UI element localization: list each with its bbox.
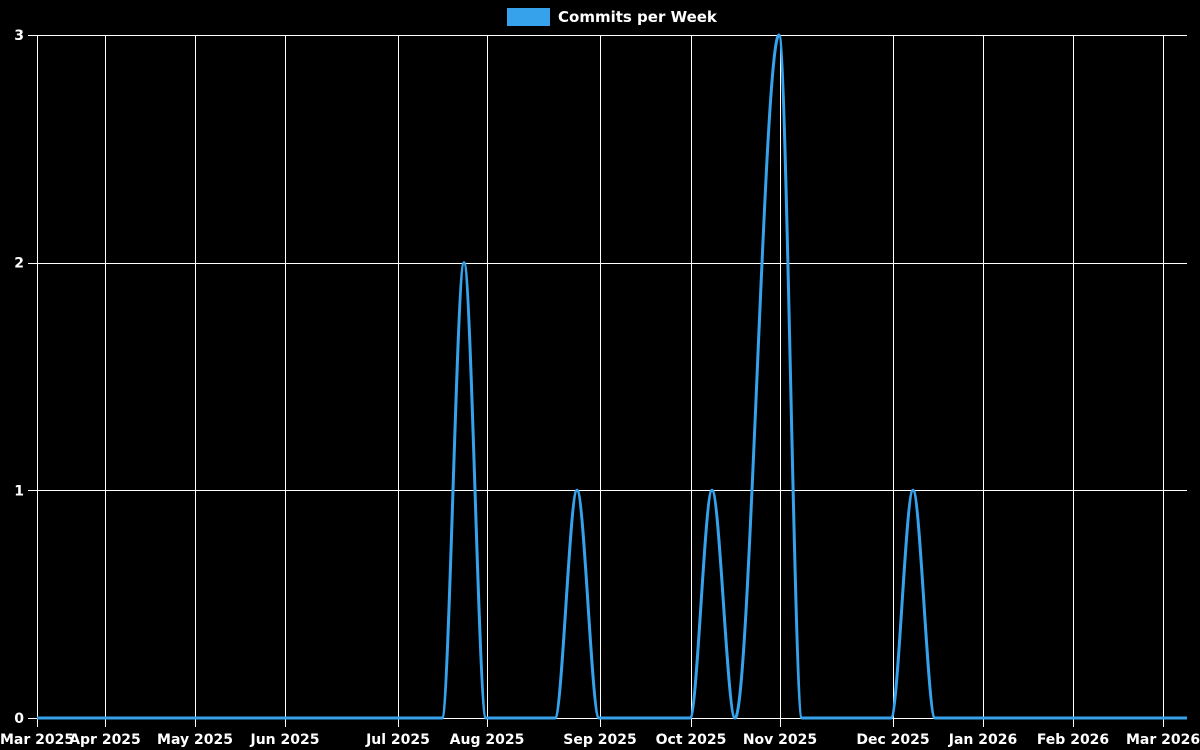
legend-swatch	[507, 8, 550, 26]
x-tick-label: Dec 2025	[856, 732, 929, 748]
x-tick-label: Oct 2025	[656, 732, 727, 748]
commits-line	[37, 33, 1187, 720]
y-tick-label: 2	[14, 256, 24, 272]
x-tick-label: Sep 2025	[563, 732, 636, 748]
x-tick-label: Mar 2025	[0, 732, 74, 748]
x-tick-label: Mar 2026	[1126, 732, 1200, 748]
x-tick-label: Jun 2025	[250, 732, 320, 748]
x-tick-label: Jul 2025	[365, 732, 430, 748]
x-tick-label: Aug 2025	[450, 732, 525, 748]
x-tick-label: Nov 2025	[743, 732, 817, 748]
legend-item-commits-per-week[interactable]: Commits per Week	[507, 8, 717, 26]
y-tick-label: 1	[14, 483, 24, 499]
y-tick-label: 3	[14, 28, 24, 44]
x-tick-label: Jan 2026	[948, 732, 1017, 748]
x-tick-label: May 2025	[157, 732, 233, 748]
y-tick-label: 0	[14, 711, 24, 727]
legend-label: Commits per Week	[558, 8, 717, 26]
x-tick-label: Apr 2025	[69, 732, 141, 748]
x-tick-label: Feb 2026	[1037, 732, 1109, 748]
